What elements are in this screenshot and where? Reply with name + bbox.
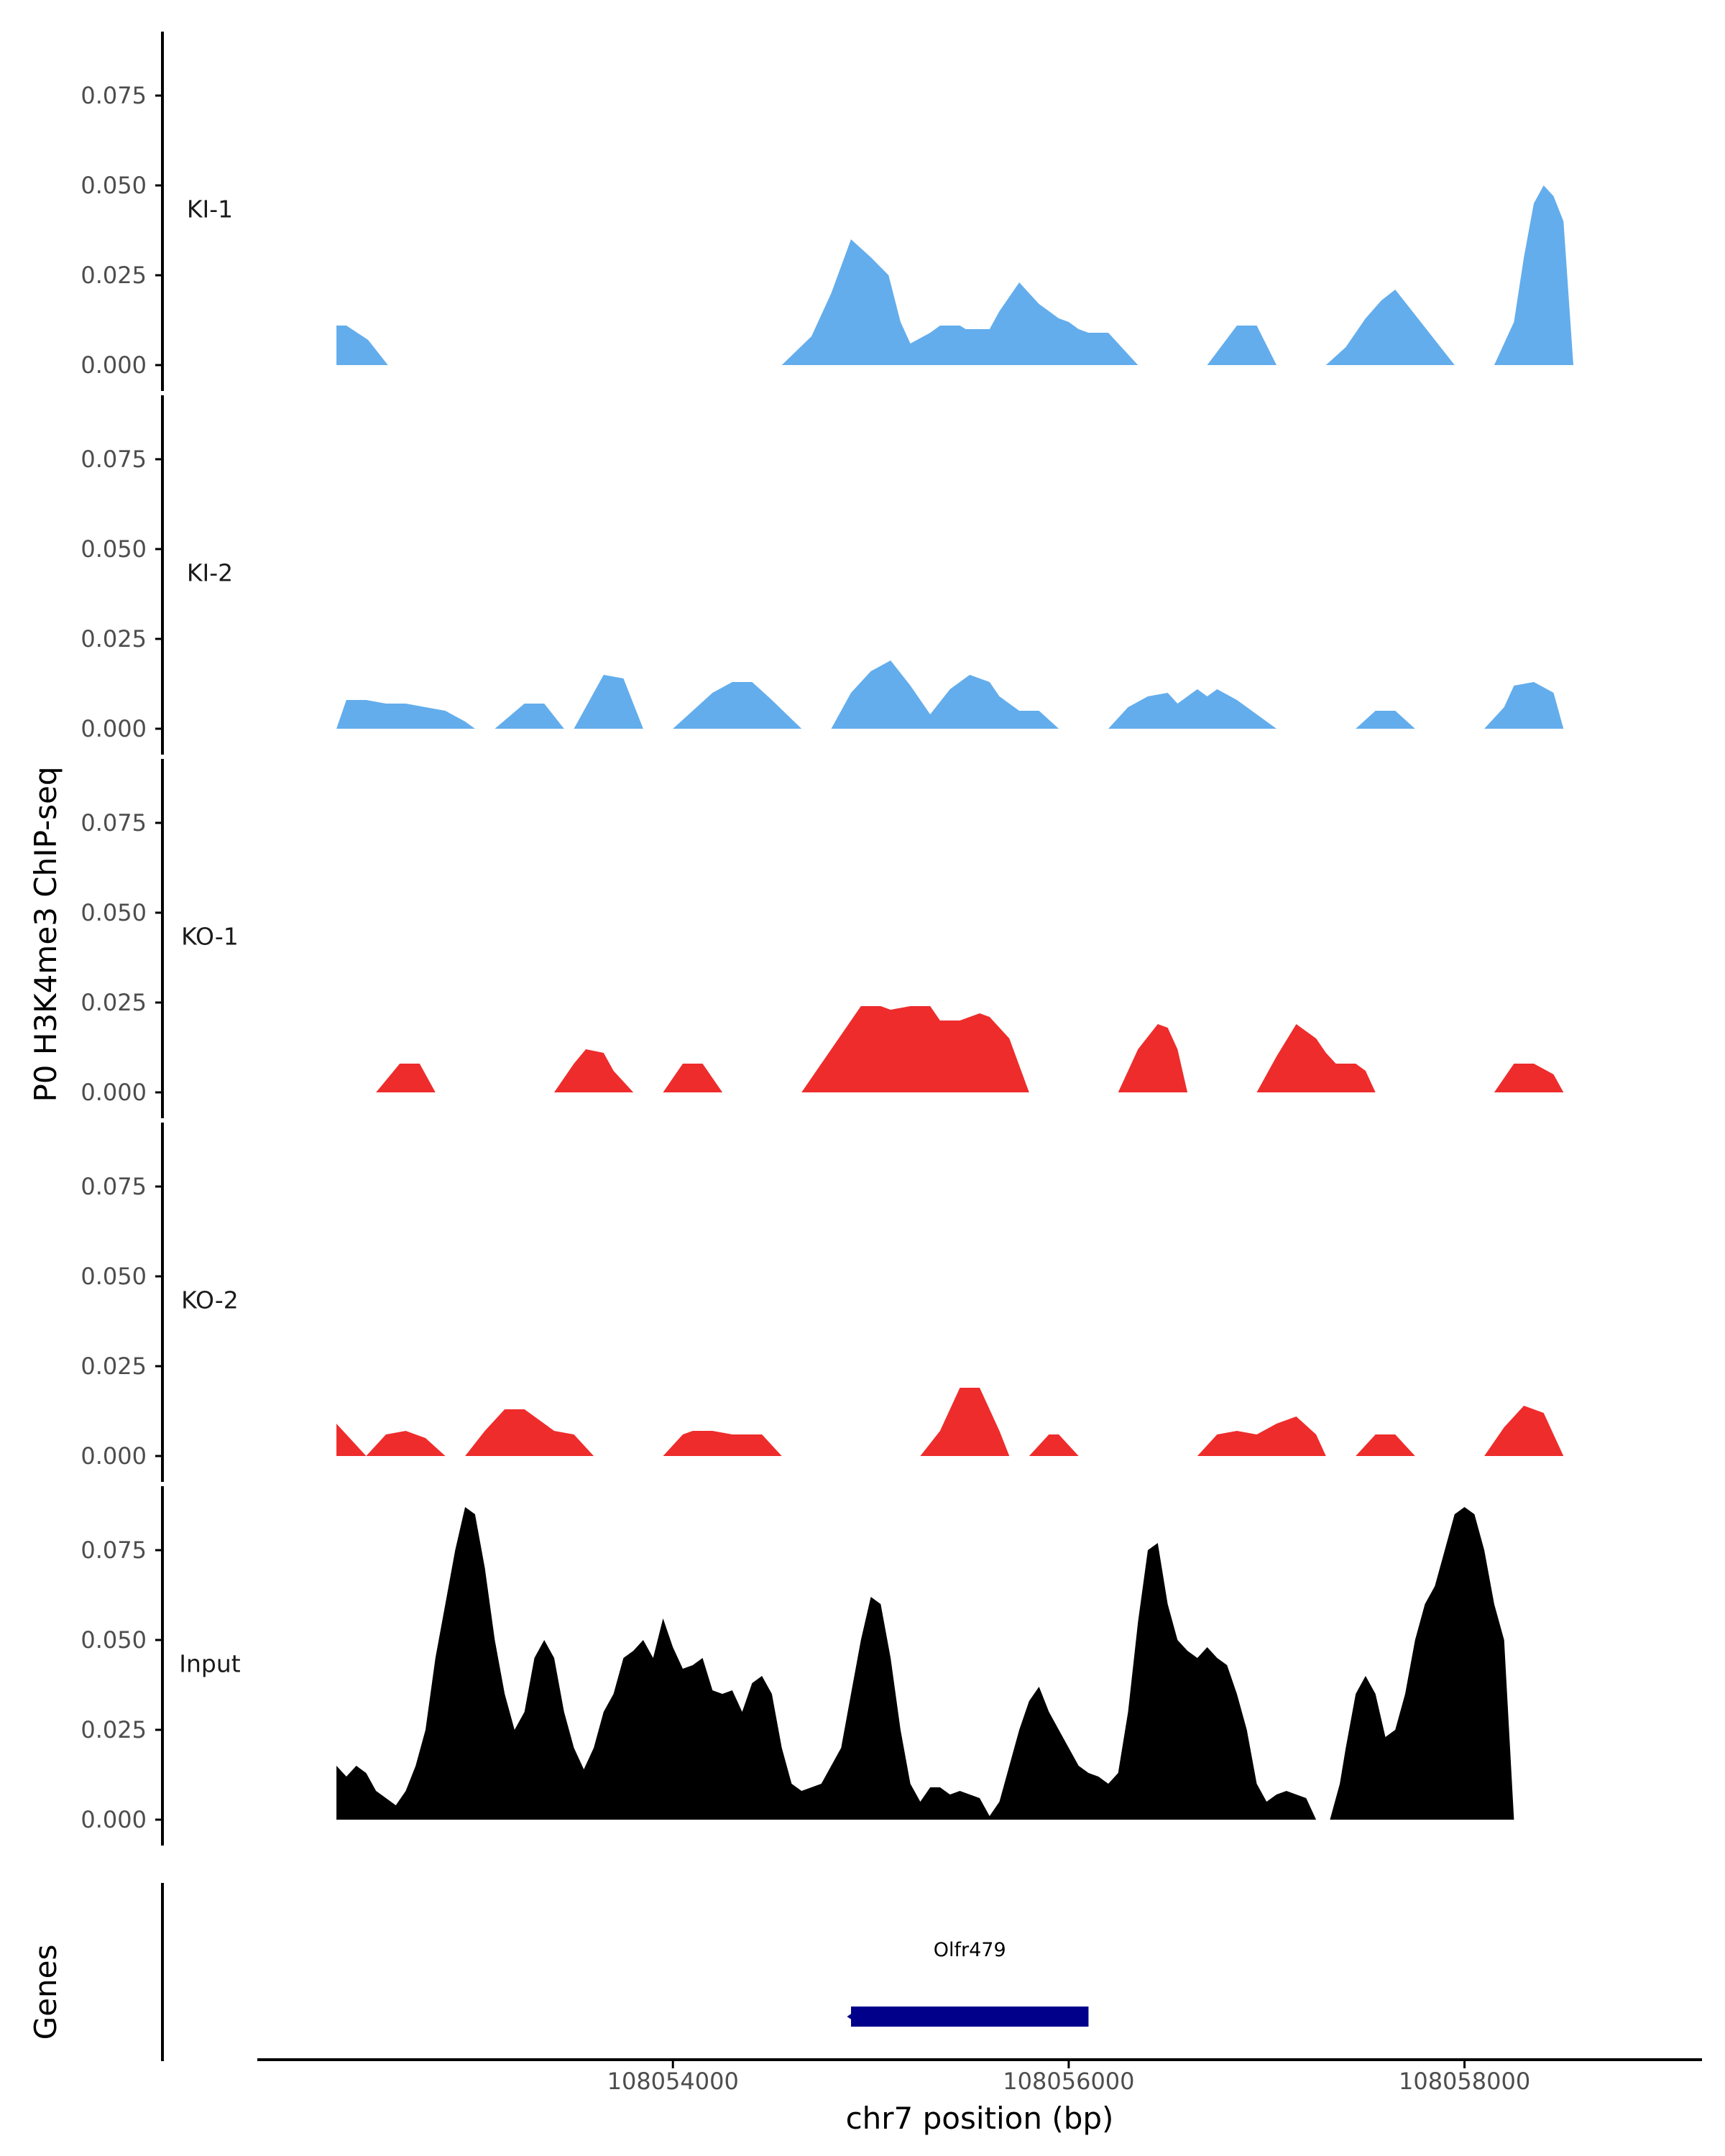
track-ko-2: 0.000 0.025 0.050 0.075 KO-2 xyxy=(80,1123,1564,1482)
y-tick-label: 0.075 xyxy=(80,82,147,109)
x-axis: 108054000 108056000 108058000 chr7 positio… xyxy=(257,2058,1702,2136)
coverage-area-ko-1 xyxy=(1494,1064,1564,1092)
coverage-area-ki-2 xyxy=(1108,689,1276,729)
x-ticks: 108054000 108056000 108058000 xyxy=(607,2060,1530,2095)
y-tick-label: 0.000 xyxy=(80,351,147,379)
x-tick-label: 108056000 xyxy=(1003,2068,1134,2095)
genes-axis-title: Genes xyxy=(28,1945,63,2040)
coverage-area-ko-1 xyxy=(554,1049,634,1092)
coverage-area-ko-2 xyxy=(920,1388,1010,1456)
y-tick-label: 0.075 xyxy=(80,1537,147,1564)
y-tick-label: 0.050 xyxy=(80,1263,147,1290)
coverage-area-ko-2 xyxy=(465,1409,594,1456)
y-tick-label: 0.025 xyxy=(80,1353,147,1380)
coverage-area-ko-2 xyxy=(1197,1416,1326,1456)
x-tick-label: 108054000 xyxy=(607,2068,739,2095)
track-ki-2: 0.000 0.025 0.050 0.075 KI-2 xyxy=(80,395,1564,755)
track-label: KI-2 xyxy=(187,559,233,587)
y-axis-title: P0 H3K4me3 ChIP-seq xyxy=(28,766,63,1102)
x-tick-label: 108058000 xyxy=(1399,2068,1530,2095)
genes-panel: Genes Olfr479 xyxy=(28,1883,1089,2061)
gene-bar-olfr479 xyxy=(851,2007,1089,2027)
y-tick-label: 0.000 xyxy=(80,1079,147,1106)
coverage-area-ki-1 xyxy=(1494,185,1573,365)
x-axis-title: chr7 position (bp) xyxy=(846,2101,1114,2136)
strand-arrow-icon xyxy=(847,2009,860,2024)
y-tick-label: 0.050 xyxy=(80,899,147,926)
coverage-area-ki-1 xyxy=(336,326,388,365)
coverage-area-input xyxy=(1330,1507,1514,1820)
coverage-area-ko-1 xyxy=(376,1064,436,1092)
y-tick-label: 0.025 xyxy=(80,989,147,1016)
coverage-area-ki-1 xyxy=(1325,290,1455,365)
coverage-area-ko-1 xyxy=(801,1006,1029,1092)
track-label: KO-1 xyxy=(181,923,239,951)
coverage-area-ki-2 xyxy=(494,704,564,729)
coverage-area-ki-2 xyxy=(1356,711,1415,729)
gene-items: Olfr479 xyxy=(847,1939,1089,2027)
y-tick-label: 0.000 xyxy=(80,1806,147,1833)
y-tick-label: 0.025 xyxy=(80,625,147,653)
coverage-area-ko-1 xyxy=(663,1064,723,1092)
coverage-area-ko-2 xyxy=(366,1431,446,1456)
track-label: KO-2 xyxy=(181,1286,239,1314)
coverage-area-ki-2 xyxy=(574,675,643,729)
coverage-area-ko-2 xyxy=(336,1424,367,1456)
coverage-area-ko-2 xyxy=(1029,1434,1079,1456)
coverage-area-ko-2 xyxy=(1356,1434,1415,1456)
coverage-area-ki-1 xyxy=(1207,326,1276,365)
coverage-area-ki-2 xyxy=(336,700,475,729)
track-ko-1: 0.000 0.025 0.050 0.075 KO-1 xyxy=(80,759,1564,1118)
track-label: KI-1 xyxy=(187,195,233,224)
y-tick-label: 0.050 xyxy=(80,535,147,563)
y-tick-label: 0.050 xyxy=(80,1626,147,1654)
y-tick-label: 0.025 xyxy=(80,262,147,289)
y-tick-label: 0.000 xyxy=(80,715,147,742)
y-tick-label: 0.050 xyxy=(80,172,147,199)
coverage-area-ki-2 xyxy=(1484,682,1564,729)
y-tick-label: 0.025 xyxy=(80,1716,147,1743)
coverage-area-ko-2 xyxy=(1484,1406,1564,1456)
track-ki-1: 0.000 0.025 0.050 0.075 KI-1 xyxy=(80,32,1573,391)
track-input: 0.000 0.025 0.050 0.075 Input xyxy=(80,1486,1514,1846)
y-tick-label: 0.075 xyxy=(80,809,147,837)
coverage-area-input xyxy=(336,1507,1317,1820)
coverage-area-ko-2 xyxy=(663,1431,782,1456)
coverage-area-ki-2 xyxy=(831,660,1059,729)
coverage-area-ko-1 xyxy=(1256,1024,1376,1092)
coverage-area-ki-2 xyxy=(673,682,802,729)
track-label: Input xyxy=(179,1650,241,1678)
y-tick-label: 0.000 xyxy=(80,1442,147,1470)
gene-label: Olfr479 xyxy=(934,1939,1006,1961)
coverage-area-ki-1 xyxy=(781,239,1138,365)
y-tick-label: 0.075 xyxy=(80,446,147,473)
coverage-area-ko-1 xyxy=(1118,1024,1188,1092)
y-tick-label: 0.075 xyxy=(80,1173,147,1200)
track-panels: 0.0000.0250.0500.075KI-10.0000.0250.0500… xyxy=(80,32,1573,1846)
